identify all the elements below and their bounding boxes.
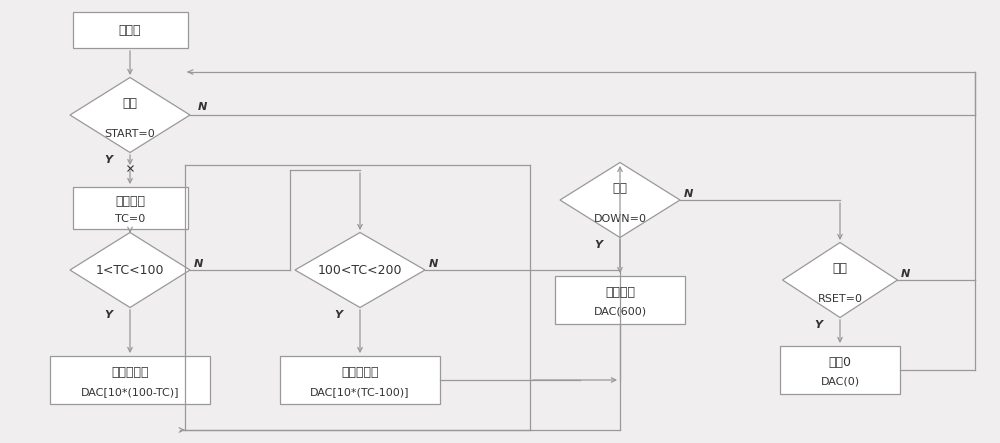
Text: DAC(0): DAC(0) [820, 377, 860, 387]
Polygon shape [560, 163, 680, 237]
Text: N: N [683, 189, 693, 199]
Text: 100<TC<200: 100<TC<200 [318, 264, 402, 276]
Text: DAC[10*(TC-100)]: DAC[10*(TC-100)] [310, 387, 410, 397]
Text: N: N [428, 259, 438, 269]
Bar [555, 276, 685, 324]
Text: 模拟量输出: 模拟量输出 [111, 366, 149, 379]
Text: 定时开始: 定时开始 [115, 195, 145, 208]
Bar [780, 346, 900, 394]
Text: Y: Y [814, 320, 822, 330]
Text: DAC[10*(100-TC)]: DAC[10*(100-TC)] [81, 387, 179, 397]
Text: 停止: 停止 [612, 182, 628, 195]
Text: 启动: 启动 [122, 97, 138, 110]
Text: Y: Y [104, 155, 112, 165]
Bar [72, 12, 188, 48]
Bar [280, 356, 440, 404]
Text: Y: Y [594, 240, 602, 250]
Text: RSET=0: RSET=0 [818, 294, 862, 304]
Polygon shape [295, 233, 425, 307]
Text: DOWN=0: DOWN=0 [594, 214, 646, 224]
Polygon shape [782, 242, 898, 318]
Text: 复位: 复位 [832, 262, 848, 275]
Text: Y: Y [334, 310, 342, 320]
Bar [50, 356, 210, 404]
Text: 初始化: 初始化 [119, 23, 141, 36]
Polygon shape [70, 78, 190, 152]
Text: 输出恒定: 输出恒定 [605, 286, 635, 299]
Text: N: N [900, 269, 910, 279]
Text: 1<TC<100: 1<TC<100 [96, 264, 164, 276]
Text: Y: Y [104, 310, 112, 320]
Text: N: N [193, 259, 203, 269]
Text: TC=0: TC=0 [115, 214, 145, 224]
Text: N: N [197, 102, 207, 112]
Text: START=0: START=0 [105, 129, 155, 139]
Text: 模拟量输出: 模拟量输出 [341, 366, 379, 379]
Polygon shape [70, 233, 190, 307]
Text: 输出0: 输出0 [828, 356, 852, 369]
Bar [72, 187, 188, 229]
Text: DAC(600): DAC(600) [593, 307, 647, 317]
